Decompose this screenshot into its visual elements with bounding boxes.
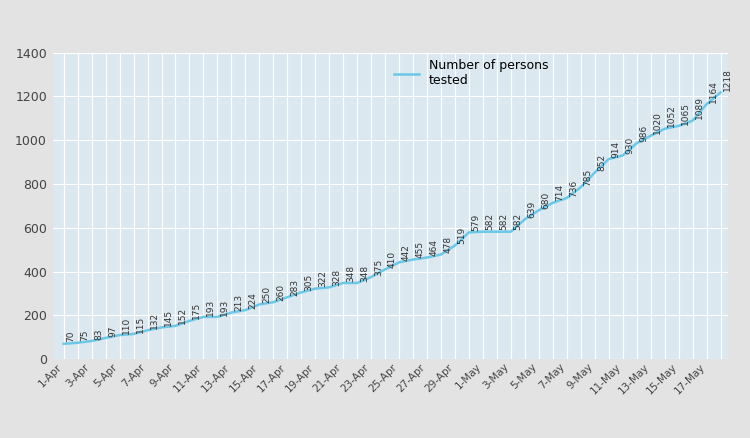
Number of persons
tested [702, 102, 711, 107]
Number of persons
tested [409, 257, 418, 262]
Number of persons
tested [604, 156, 613, 162]
Number of persons
tested [674, 124, 683, 129]
Number of persons
tested [129, 331, 138, 336]
Text: 680: 680 [542, 191, 550, 209]
Text: 83: 83 [94, 328, 104, 339]
Number of persons
tested [632, 141, 641, 146]
Number of persons
tested [310, 286, 320, 291]
Number of persons
tested [548, 200, 557, 205]
Text: 305: 305 [304, 274, 313, 291]
Number of persons
tested [283, 294, 292, 300]
Text: 478: 478 [444, 236, 453, 253]
Number of persons
tested [59, 341, 68, 346]
Number of persons
tested [297, 290, 306, 295]
Text: 914: 914 [611, 141, 620, 158]
Text: 97: 97 [109, 325, 118, 336]
Number of persons
tested [576, 185, 585, 190]
Text: 442: 442 [402, 244, 411, 261]
Text: 132: 132 [150, 312, 159, 329]
Text: 328: 328 [332, 269, 341, 286]
Number of persons
tested [157, 325, 166, 330]
Number of persons
tested [101, 336, 110, 341]
Number of persons
tested [493, 229, 502, 234]
Text: 75: 75 [80, 330, 89, 341]
Number of persons
tested [143, 328, 152, 333]
Text: 375: 375 [374, 258, 383, 276]
Text: 582: 582 [500, 213, 508, 230]
Number of persons
tested [352, 280, 362, 286]
Text: 145: 145 [164, 309, 173, 326]
Number of persons
tested [451, 243, 460, 248]
Text: 115: 115 [136, 315, 146, 332]
Number of persons
tested [506, 229, 515, 234]
Text: 1089: 1089 [695, 96, 704, 119]
Text: 260: 260 [276, 284, 285, 301]
Text: 1020: 1020 [653, 112, 662, 134]
Text: 464: 464 [430, 239, 439, 256]
Number of persons
tested [171, 323, 180, 328]
Number of persons
tested [380, 267, 389, 272]
Text: 322: 322 [318, 270, 327, 287]
Text: 224: 224 [248, 292, 257, 309]
Number of persons
tested [464, 230, 473, 235]
Text: 1218: 1218 [723, 68, 732, 91]
Legend: Number of persons
tested: Number of persons tested [394, 59, 548, 87]
Number of persons
tested [241, 307, 250, 313]
Number of persons
tested [422, 255, 431, 260]
Number of persons
tested [325, 285, 334, 290]
Number of persons
tested [115, 332, 124, 338]
Text: 714: 714 [556, 184, 565, 201]
Text: 986: 986 [640, 124, 649, 142]
Text: 410: 410 [388, 251, 397, 268]
Number of persons
tested [255, 302, 264, 307]
Text: 348: 348 [360, 265, 369, 282]
Text: 852: 852 [598, 154, 607, 171]
Text: 736: 736 [569, 179, 578, 197]
Number of persons
tested [646, 133, 656, 138]
Number of persons
tested [199, 314, 208, 320]
Number of persons
tested [339, 280, 348, 286]
Number of persons
tested [520, 217, 530, 222]
Text: 930: 930 [626, 137, 634, 154]
Text: 455: 455 [416, 241, 424, 258]
Number of persons
tested [478, 229, 488, 234]
Number of persons
tested [367, 274, 376, 280]
Text: 70: 70 [67, 331, 76, 343]
Number of persons
tested [213, 314, 222, 320]
Number of persons
tested [185, 318, 194, 323]
Text: 110: 110 [122, 316, 131, 334]
Text: 283: 283 [290, 279, 299, 296]
Text: 785: 785 [584, 169, 592, 186]
Text: 152: 152 [178, 307, 188, 325]
Text: 175: 175 [192, 302, 201, 319]
Text: 1164: 1164 [710, 80, 718, 103]
Number of persons
tested [74, 340, 82, 345]
Text: 639: 639 [528, 201, 537, 218]
Number of persons
tested [227, 310, 236, 315]
Line: Number of persons
tested: Number of persons tested [64, 92, 721, 344]
Number of persons
tested [688, 118, 697, 124]
Text: 582: 582 [514, 213, 523, 230]
Text: 193: 193 [220, 298, 230, 315]
Text: 250: 250 [262, 286, 271, 303]
Number of persons
tested [590, 170, 599, 175]
Text: 579: 579 [472, 214, 481, 231]
Number of persons
tested [716, 90, 725, 95]
Text: 348: 348 [346, 265, 355, 282]
Number of persons
tested [394, 260, 404, 265]
Text: 213: 213 [234, 294, 243, 311]
Text: 193: 193 [206, 298, 215, 315]
Number of persons
tested [618, 153, 627, 158]
Number of persons
tested [660, 126, 669, 131]
Number of persons
tested [268, 300, 278, 305]
Text: 1052: 1052 [668, 105, 676, 127]
Number of persons
tested [534, 208, 543, 213]
Number of persons
tested [436, 252, 445, 257]
Number of persons
tested [562, 195, 572, 201]
Text: 1065: 1065 [681, 102, 690, 124]
Text: 519: 519 [458, 227, 466, 244]
Text: 582: 582 [486, 213, 495, 230]
Number of persons
tested [87, 338, 96, 343]
